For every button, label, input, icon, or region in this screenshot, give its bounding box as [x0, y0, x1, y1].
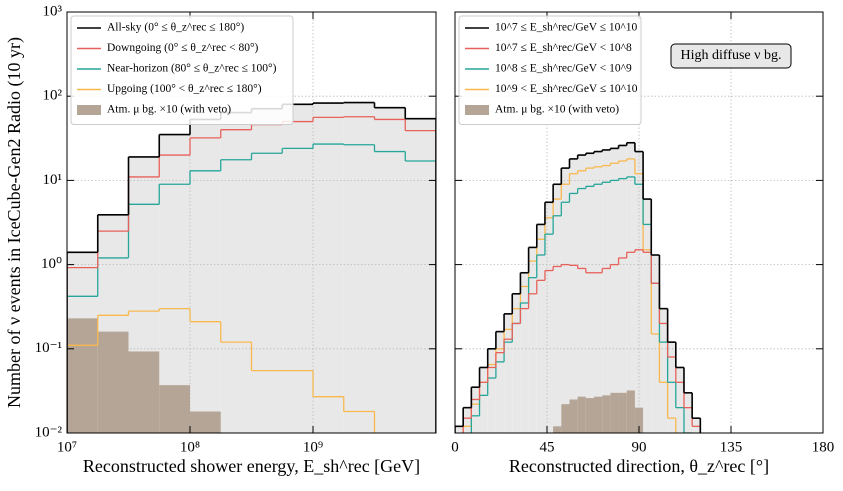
shade — [536, 224, 545, 433]
y-tick-label: 10⁻¹ — [35, 340, 62, 356]
legend-label: Near-horizon (80° ≤ θ_z^rec ≤ 100°) — [107, 63, 277, 75]
bar — [602, 395, 611, 433]
bar — [128, 351, 160, 433]
shade — [220, 112, 252, 433]
x-tick-label: 10⁹ — [303, 439, 323, 455]
shade — [626, 142, 635, 433]
bar — [594, 396, 603, 433]
shade — [594, 151, 603, 433]
legend-label: 10^9 < E_sh^rec/GeV ≤ 10^10 — [495, 83, 638, 95]
shade — [471, 387, 480, 433]
legend-box — [70, 15, 294, 125]
y-tick-label: 10¹ — [43, 172, 63, 188]
shade — [343, 102, 375, 433]
shade — [463, 407, 472, 433]
shade — [618, 145, 627, 433]
legend-label: Downgoing (0° ≤ θ_z^rec < 80°) — [107, 42, 259, 54]
x-axis-label: Reconstructed direction, θ_z^rec [°] — [509, 456, 769, 476]
shade — [683, 392, 693, 433]
shade — [282, 104, 313, 433]
shade — [251, 108, 283, 433]
bar — [610, 392, 619, 433]
y-tick-label: 10³ — [43, 3, 63, 19]
shade — [374, 107, 406, 433]
shade — [313, 103, 344, 433]
bar — [97, 331, 129, 433]
shade — [504, 313, 513, 433]
y-tick-label: 10⁻² — [35, 424, 63, 440]
shade — [544, 202, 554, 433]
bar — [618, 392, 627, 433]
shade — [487, 348, 496, 433]
shade — [190, 119, 221, 433]
x-axis-label: Reconstructed shower energy, E_sh^rec [G… — [83, 456, 420, 476]
legend-swatch — [77, 105, 101, 115]
panel: 10⁷ 10⁸ 10⁹ 10⁻² 10⁻¹ 10⁰ 10¹ 10² 10³ Reconstruct… — [4, 3, 437, 476]
shade — [512, 293, 521, 433]
x-tick-label: 10⁸ — [180, 439, 200, 455]
legend-label: Atm. μ bg. ×10 (with veto) — [495, 104, 619, 116]
shade — [602, 149, 611, 433]
shade — [479, 367, 488, 433]
x-tick-label: 10⁷ — [57, 439, 77, 455]
y-axis-label: Number of ν events in IceCube-Gen2 Radio… — [4, 37, 25, 408]
bar — [190, 411, 221, 433]
legend-label: 10^7 ≤ E_sh^rec/GeV < 10^8 — [495, 42, 632, 54]
shade — [675, 367, 684, 433]
shade — [553, 184, 562, 433]
x-tick-label: 45 — [540, 439, 555, 455]
legend-label: 10^8 ≤ E_sh^rec/GeV < 10^9 — [495, 63, 632, 75]
shade — [520, 272, 529, 433]
shade — [577, 155, 586, 433]
legend-label: All-sky (0° ≤ θ_z^rec ≤ 180°) — [107, 22, 244, 34]
bar — [159, 385, 190, 433]
legend-label: Atm. μ bg. ×10 (with veto) — [107, 104, 231, 116]
shade — [643, 199, 652, 433]
shade — [610, 148, 619, 433]
y-tick-label: 10⁰ — [41, 256, 62, 272]
x-tick-label: 0 — [451, 439, 459, 455]
bar — [569, 399, 578, 433]
shade — [569, 158, 578, 433]
axes-frame — [66, 11, 437, 434]
shade — [692, 418, 701, 433]
x-tick-label: 180 — [812, 439, 835, 455]
bar — [634, 407, 644, 433]
bar — [626, 390, 635, 433]
plot-area — [67, 12, 436, 433]
plot-area — [455, 12, 823, 433]
x-tick-label: 90 — [632, 439, 647, 455]
shade — [667, 342, 676, 433]
bar — [553, 426, 562, 433]
shade — [495, 331, 505, 433]
shade — [585, 153, 595, 433]
legend-label: Upgoing (100° < θ_z^rec ≤ 180°) — [107, 83, 262, 95]
shade — [455, 426, 464, 433]
bar — [67, 318, 98, 433]
shade — [405, 118, 436, 433]
panel: 0 45 90 135 180 Reconstructed direction, θ_z^… — [451, 11, 835, 476]
shade — [659, 308, 668, 433]
legend-swatch — [465, 105, 489, 115]
shade — [528, 247, 537, 433]
bar — [577, 396, 586, 433]
legend-box — [458, 15, 642, 125]
annotation-box — [670, 43, 792, 69]
legend-label: 10^7 ≤ E_sh^rec/GeV ≤ 10^10 — [495, 22, 638, 34]
shade — [561, 168, 570, 433]
bar — [561, 404, 570, 433]
y-tick-label: 10² — [43, 88, 63, 104]
bar — [585, 398, 595, 433]
x-tick-label: 135 — [720, 439, 743, 455]
annotation: High diffuse ν bg. — [681, 48, 782, 63]
shade — [651, 255, 660, 433]
